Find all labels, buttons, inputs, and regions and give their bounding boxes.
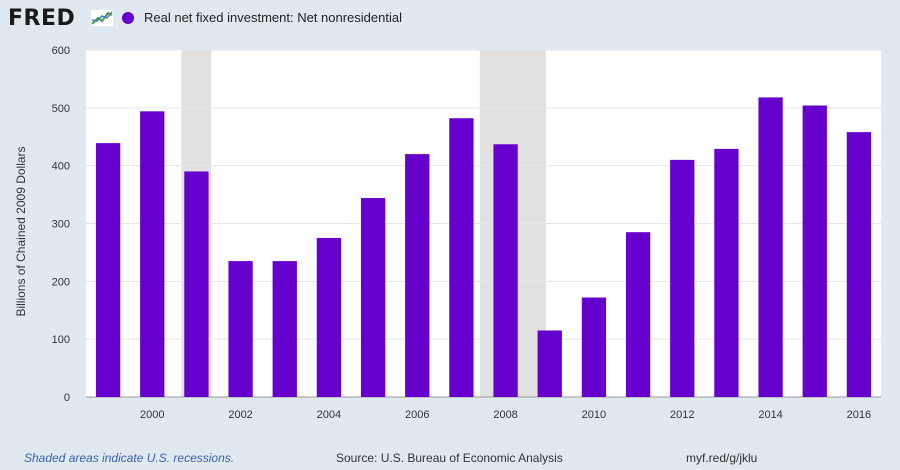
bar bbox=[184, 171, 209, 397]
x-tick-label: 2000 bbox=[140, 409, 164, 421]
bar bbox=[670, 159, 695, 397]
y-axis-label: Billions of Chained 2009 Dollars bbox=[14, 146, 28, 316]
y-tick-label: 300 bbox=[52, 219, 70, 231]
legend-label: Real net fixed investment: Net nonreside… bbox=[144, 10, 402, 25]
bar bbox=[316, 237, 342, 397]
y-tick-label: 400 bbox=[52, 161, 70, 173]
short-url-link[interactable]: myf.red/g/jklu bbox=[686, 451, 758, 465]
source-note: Source: U.S. Bureau of Economic Analysis bbox=[336, 451, 563, 465]
x-tick-label: 2004 bbox=[317, 409, 341, 421]
bar bbox=[537, 330, 562, 397]
bar bbox=[360, 198, 386, 397]
bar bbox=[493, 144, 518, 397]
bar bbox=[714, 148, 739, 397]
recession-note: Shaded areas indicate U.S. recessions. bbox=[24, 451, 235, 465]
bar bbox=[449, 118, 474, 397]
y-tick-label: 600 bbox=[52, 45, 70, 57]
y-tick-label: 100 bbox=[52, 334, 70, 346]
x-tick-label: 2010 bbox=[582, 409, 606, 421]
fred-logo[interactable]: FRED bbox=[8, 6, 76, 31]
x-tick-label: 2008 bbox=[493, 409, 517, 421]
x-tick-label: 2012 bbox=[670, 409, 694, 421]
bar bbox=[846, 132, 872, 397]
x-tick-label: 2014 bbox=[758, 409, 782, 421]
x-tick-label: 2016 bbox=[847, 409, 871, 421]
y-tick-label: 500 bbox=[52, 103, 70, 115]
bar bbox=[758, 97, 783, 397]
chart-legend: Real net fixed investment: Net nonreside… bbox=[122, 10, 402, 25]
y-tick-label: 0 bbox=[64, 392, 70, 404]
bar bbox=[581, 297, 607, 397]
bar bbox=[405, 154, 430, 397]
bar bbox=[140, 111, 165, 397]
trend-line-icon bbox=[90, 9, 114, 27]
bar bbox=[625, 232, 651, 397]
bar-chart: 0 100 200 300 400 500 600 2000 2002 2004 2006 2008 2… bbox=[14, 45, 881, 421]
x-tick-label: 2006 bbox=[405, 409, 429, 421]
x-tick-label: 2002 bbox=[228, 409, 252, 421]
bar bbox=[272, 261, 297, 397]
legend-marker bbox=[122, 11, 134, 24]
bar bbox=[95, 143, 121, 397]
bar bbox=[228, 261, 253, 397]
y-tick-label: 200 bbox=[52, 276, 70, 288]
bar bbox=[802, 105, 827, 398]
